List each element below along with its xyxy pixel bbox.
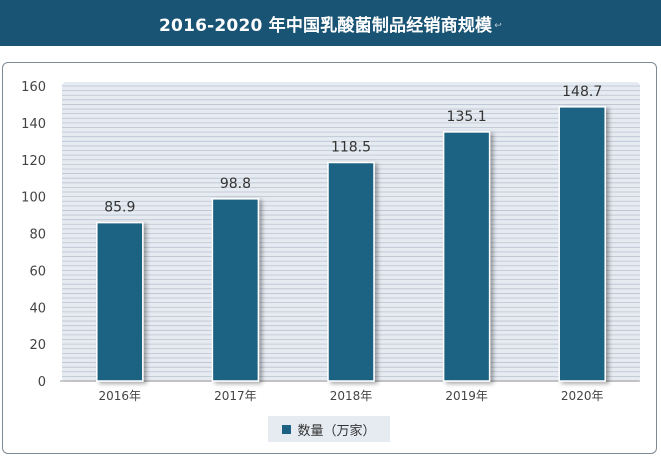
y-axis-ticks: 0 20 40 60 80 100 120 140 160 bbox=[21, 80, 46, 390]
bar bbox=[442, 131, 491, 382]
data-label: 98.8 bbox=[220, 176, 251, 192]
y-tick-label: 40 bbox=[29, 301, 46, 316]
x-tick-label: 2016年 bbox=[99, 389, 142, 403]
return-mark-icon: ↩ bbox=[494, 21, 502, 31]
bar bbox=[96, 221, 144, 382]
y-tick-label: 160 bbox=[21, 80, 46, 95]
chart-title: 2016-2020 年中国乳酸菌制品经销商规模 bbox=[159, 15, 493, 36]
x-tick-label: 2017年 bbox=[214, 389, 257, 403]
bar bbox=[327, 161, 375, 382]
y-tick-label: 0 bbox=[38, 375, 46, 390]
data-label: 85.9 bbox=[104, 200, 135, 216]
y-tick-label: 120 bbox=[21, 154, 46, 169]
x-tick-label: 2019年 bbox=[445, 389, 488, 403]
bars bbox=[96, 106, 606, 382]
y-tick-label: 140 bbox=[21, 117, 46, 132]
bar bbox=[211, 198, 260, 382]
y-tick-label: 20 bbox=[29, 338, 46, 353]
data-label: 135.1 bbox=[447, 109, 487, 125]
legend-label: 数量（万家） bbox=[297, 423, 376, 439]
data-labels: 85.9 98.8 118.5 135.1 148.7 bbox=[104, 84, 602, 216]
y-tick-label: 100 bbox=[21, 191, 46, 206]
y-tick-label: 80 bbox=[29, 228, 46, 243]
legend: 数量（万家） bbox=[268, 416, 390, 442]
bar bbox=[558, 106, 606, 382]
x-axis-ticks: 2016年 2017年 2018年 2019年 2020年 bbox=[99, 389, 604, 403]
legend-swatch bbox=[282, 424, 292, 434]
x-tick-label: 2020年 bbox=[561, 389, 604, 403]
y-tick-label: 60 bbox=[29, 264, 46, 279]
data-label: 118.5 bbox=[331, 140, 371, 156]
x-tick-label: 2018年 bbox=[330, 389, 373, 403]
chart-title-bar: 2016-2020 年中国乳酸菌制品经销商规模 ↩ bbox=[0, 0, 661, 46]
data-label: 148.7 bbox=[562, 84, 602, 100]
